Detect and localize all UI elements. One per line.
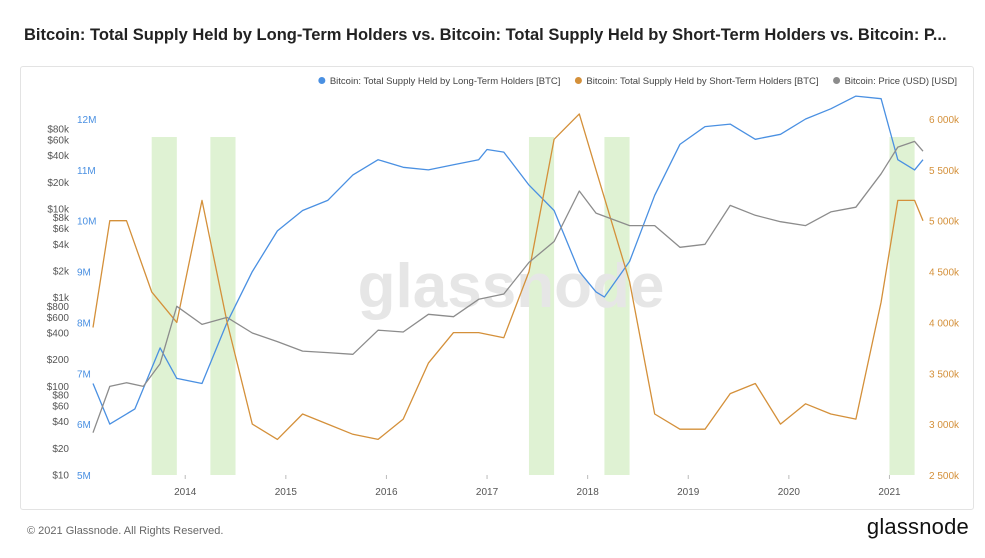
sth-axis-tick: 3 000k	[929, 420, 960, 431]
price-axis-tick: $20	[52, 444, 69, 455]
shaded-period	[151, 137, 177, 475]
lth-axis-tick: 9M	[77, 268, 91, 279]
shaded-period	[889, 137, 915, 475]
glassnode-logo: glassnode	[866, 514, 969, 539]
price-axis-tick: $1k	[53, 293, 70, 304]
chart-svg: glassnode $10 $20 $40 $60$80$100 $200 $400 $600…	[47, 76, 960, 498]
sth-axis-tick: 5 500k	[929, 166, 960, 177]
lth-axis-tick: 7M	[77, 369, 91, 380]
price-axis-tick: $8k	[53, 213, 70, 224]
lth-axis-tick: 10M	[77, 217, 96, 228]
x-axis-tick-label: 2021	[878, 487, 901, 498]
lth-axis-tick: 5M	[77, 471, 91, 482]
legend-marker	[833, 77, 841, 84]
chart-title: Bitcoin: Total Supply Held by Long-Term …	[24, 26, 947, 44]
price-axis-tick: $80	[52, 390, 69, 401]
price-axis-tick: $400	[47, 328, 70, 339]
price-axis-tick: $800	[47, 302, 70, 313]
copyright-footer: © 2021 Glassnode. All Rights Reserved.	[27, 525, 224, 537]
price-axis-tick: $4k	[53, 240, 70, 251]
shaded-period	[528, 137, 555, 475]
price-axis-tick: $10	[52, 471, 69, 482]
chart-panel: glassnode $10 $20 $40 $60 $80 $100 $200 $400 $600…	[20, 66, 974, 510]
price-axis-tick: $80k	[47, 125, 70, 136]
legend-label: Bitcoin: Total Supply Held by Long-Term …	[330, 76, 561, 87]
legend-marker	[318, 77, 326, 84]
price-axis-tick: $2k	[53, 267, 70, 278]
price-axis-tick: $60k	[47, 136, 70, 147]
series-line-sth	[92, 113, 924, 441]
price-axis-tick: $6k	[53, 224, 70, 235]
price-axis-tick: $60	[52, 402, 69, 413]
lth-axis-tick: 12M	[77, 115, 96, 126]
price-axis-tick: $600	[47, 313, 70, 324]
x-axis-tick-label: 2017	[476, 487, 499, 498]
series-line-lth	[92, 95, 924, 425]
price-axis-tick: $200	[47, 355, 70, 366]
sth-axis-tick: 4 000k	[929, 318, 960, 329]
series-line-price	[92, 140, 924, 433]
sth-axis-tick: 6 000k	[929, 115, 960, 126]
x-axis-tick-label: 2020	[778, 487, 801, 498]
legend-label: Bitcoin: Total Supply Held by Short-Term…	[586, 76, 818, 87]
x-axis-tick-label: 2015	[275, 487, 298, 498]
legend-marker	[574, 77, 582, 84]
sth-axis-tick: 5 000k	[929, 217, 960, 228]
price-axis-tick: $100	[47, 382, 70, 393]
x-axis-tick-label: 2018	[577, 487, 600, 498]
lth-axis-tick: 8M	[77, 318, 91, 329]
lth-axis-tick: 11M	[77, 166, 96, 177]
sth-axis-tick: 3 500k	[929, 369, 960, 380]
x-axis-tick-label: 2019	[677, 487, 700, 498]
x-axis-tick-label: 2014	[174, 487, 197, 498]
shaded-period	[210, 137, 236, 475]
sth-axis-tick: 2 500k	[929, 471, 960, 482]
watermark-text: glassnode	[358, 252, 665, 321]
price-axis-tick: $20k	[47, 178, 70, 189]
legend-label: Bitcoin: Price (USD) [USD]	[845, 76, 957, 87]
lth-axis-tick: 6M	[77, 420, 91, 431]
x-axis-tick-label: 2016	[375, 487, 398, 498]
price-axis-tick: $40k	[47, 151, 70, 162]
price-axis-tick: $10k	[47, 205, 70, 216]
sth-axis-tick: 4 500k	[929, 268, 960, 279]
shaded-period	[604, 137, 630, 475]
price-axis-tick: $40	[52, 417, 69, 428]
